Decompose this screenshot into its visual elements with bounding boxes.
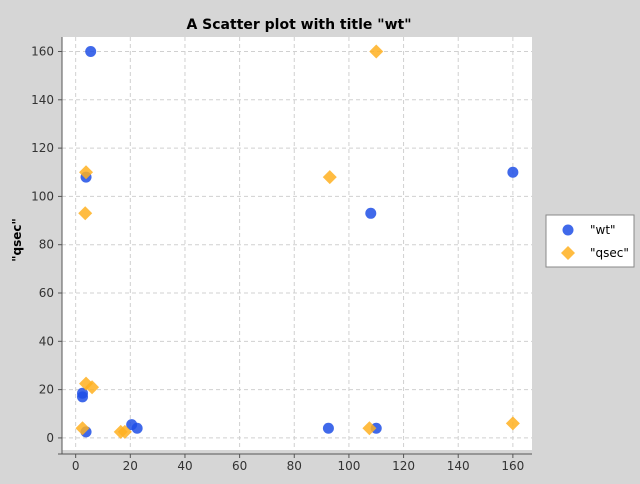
y-tick-label: 80 xyxy=(39,238,54,252)
x-tick-label: 80 xyxy=(287,459,302,473)
data-points xyxy=(75,44,520,439)
x-tick-label: 160 xyxy=(501,459,524,473)
data-point xyxy=(117,424,132,439)
data-point xyxy=(322,422,334,434)
x-tick-label: 20 xyxy=(123,459,138,473)
y-tick-label: 160 xyxy=(31,44,54,58)
legend-marker xyxy=(561,246,575,260)
data-point xyxy=(79,165,94,180)
data-point xyxy=(75,421,90,436)
data-point xyxy=(85,380,100,395)
y-tick-label: 40 xyxy=(39,334,54,348)
data-point xyxy=(507,166,519,178)
x-tick-label: 140 xyxy=(447,459,470,473)
data-point xyxy=(85,45,97,57)
x-tick-label: 40 xyxy=(177,459,192,473)
axes: 0 20 40 60 80 100 120 140 160 0 20 40 60 80 100 120 140 1… xyxy=(31,37,532,473)
x-tick-label: 60 xyxy=(232,459,247,473)
data-point xyxy=(365,207,377,219)
legend-label: "wt" xyxy=(590,223,616,237)
data-point xyxy=(505,416,520,431)
data-point xyxy=(322,170,337,185)
grid-lines xyxy=(62,37,532,450)
data-point xyxy=(362,421,377,436)
y-tick-label: 20 xyxy=(39,383,54,397)
plot-area xyxy=(62,37,532,450)
y-tick-label: 140 xyxy=(31,93,54,107)
legend-marker xyxy=(562,224,574,236)
legend-box xyxy=(545,214,635,268)
y-axis-label: "qsec" xyxy=(10,218,24,262)
legend: "wt" "qsec" xyxy=(545,214,635,268)
y-tick-label: 0 xyxy=(46,431,54,445)
data-point xyxy=(78,206,93,221)
data-point xyxy=(131,422,143,434)
y-tick-label: 120 xyxy=(31,141,54,155)
data-point xyxy=(76,391,88,403)
x-tick-label: 0 xyxy=(72,459,80,473)
x-tick-label: 100 xyxy=(337,459,360,473)
y-tick-label: 100 xyxy=(31,189,54,203)
y-tick-label: 60 xyxy=(39,286,54,300)
chart-title: A Scatter plot with title "wt" xyxy=(186,17,411,33)
x-tick-label: 120 xyxy=(392,459,415,473)
data-point xyxy=(369,44,384,59)
legend-label: "qsec" xyxy=(590,246,629,260)
